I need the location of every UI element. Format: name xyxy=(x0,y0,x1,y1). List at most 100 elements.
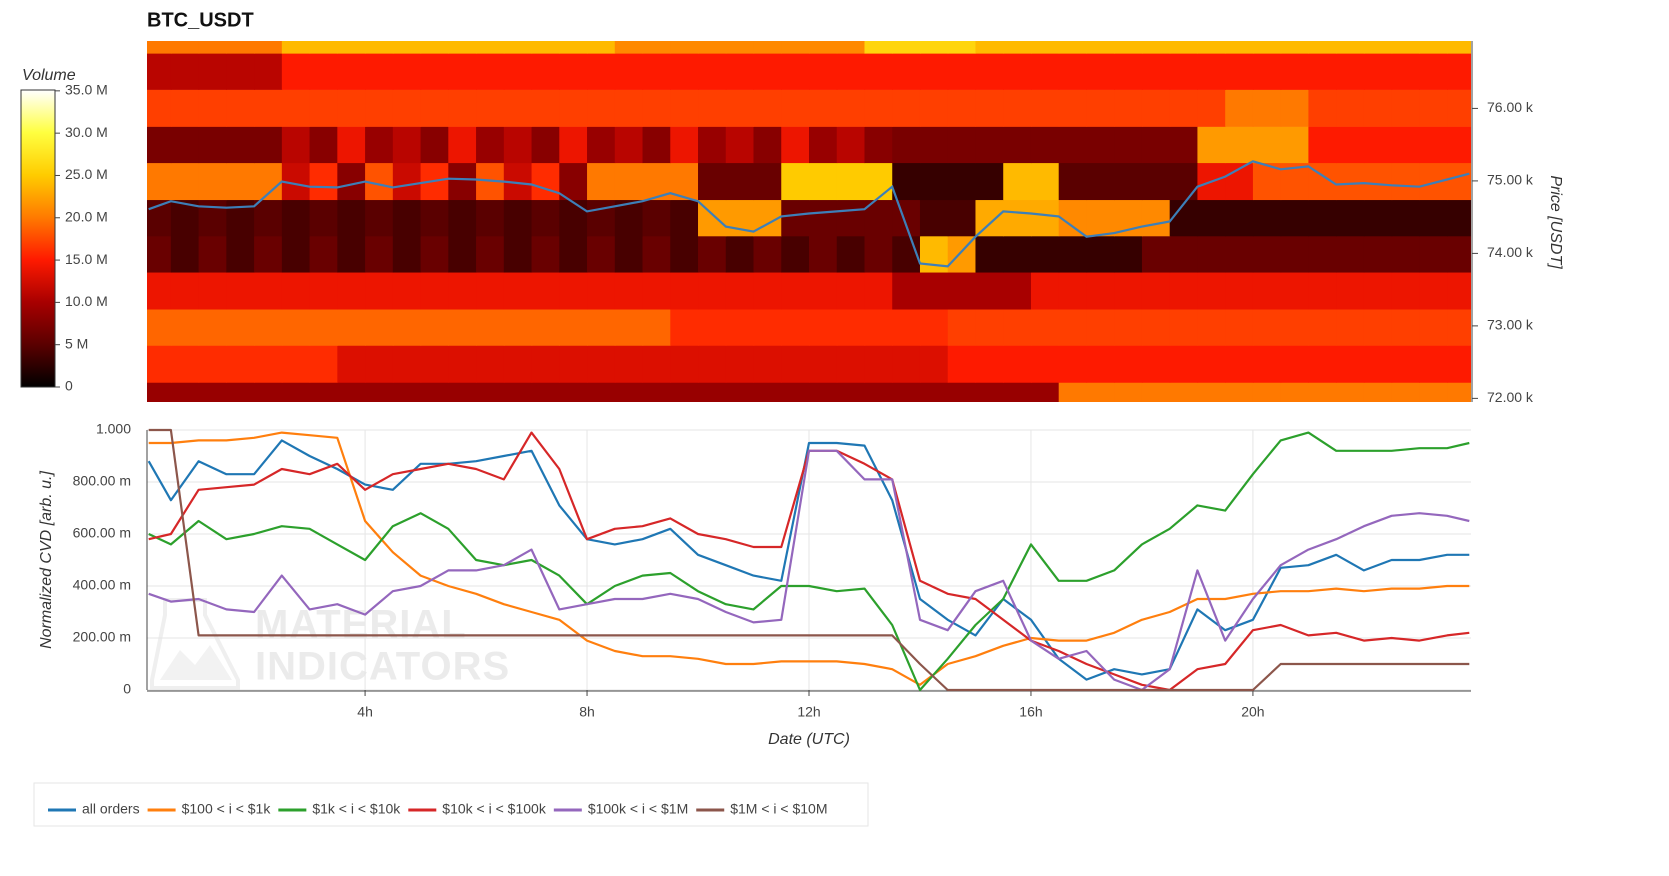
heatmap-cell xyxy=(919,162,949,201)
heatmap-cell xyxy=(1280,272,1310,310)
heatmap-cell xyxy=(1114,53,1143,90)
heatmap-cell xyxy=(725,89,755,127)
heatmap-cell xyxy=(1114,126,1143,164)
heatmap-cell xyxy=(1058,126,1088,164)
heatmap-cell xyxy=(809,199,838,237)
heatmap-cell xyxy=(198,345,227,383)
heatmap-cell xyxy=(892,345,921,383)
heatmap-cell xyxy=(1419,272,1448,310)
heatmap-cell xyxy=(919,53,949,90)
heatmap-cell xyxy=(614,53,644,90)
heatmap-cell xyxy=(503,345,533,383)
heatmap-cell xyxy=(170,53,200,90)
heatmap-cell xyxy=(420,309,449,346)
heatmap-cell xyxy=(1391,41,1420,54)
heatmap-cell xyxy=(281,53,311,90)
heatmap-cell xyxy=(892,199,921,237)
heatmap-cell xyxy=(1141,89,1171,127)
heatmap-cell xyxy=(503,272,533,310)
heatmap-cell xyxy=(476,41,505,54)
series-line xyxy=(147,439,1470,681)
heatmap-cell xyxy=(503,126,533,164)
heatmap-cell xyxy=(670,126,699,164)
heatmap-cell xyxy=(919,41,949,54)
heatmap-cell xyxy=(1280,199,1310,237)
heatmap-cell xyxy=(1363,162,1393,201)
legend-label: $1M < i < $10M xyxy=(730,801,827,817)
heatmap-cell xyxy=(725,53,755,90)
heatmap-cell xyxy=(1086,272,1115,310)
heatmap-cell xyxy=(392,89,422,127)
heatmap-cell xyxy=(975,309,1004,346)
heatmap-cell xyxy=(781,53,810,90)
heatmap-cell xyxy=(698,53,727,90)
heatmap-cell xyxy=(809,53,838,90)
heatmap-cell xyxy=(1030,382,1060,402)
heatmap-cell xyxy=(614,272,644,310)
heatmap-cell xyxy=(864,309,893,346)
heatmap-cell xyxy=(1030,199,1060,237)
heatmap-cell xyxy=(1363,309,1393,346)
heatmap-cell xyxy=(809,235,838,273)
heatmap-cell xyxy=(1308,53,1337,90)
heatmap-cell xyxy=(170,309,200,346)
heatmap-cell xyxy=(337,309,366,346)
heatmap-cell xyxy=(559,89,588,127)
heatmap-cell xyxy=(642,41,671,54)
legend-label: $100k < i < $1M xyxy=(588,801,688,817)
heatmap-cell xyxy=(1280,345,1310,383)
heatmap-cell xyxy=(281,41,311,54)
heatmap-cell xyxy=(1169,345,1199,383)
heatmap-cell xyxy=(1363,235,1393,273)
heatmap-cell xyxy=(864,53,893,90)
heatmap-cell xyxy=(448,235,477,273)
heatmap-cell xyxy=(698,89,727,127)
heatmap-cell xyxy=(448,162,477,201)
heatmap-cell xyxy=(1114,162,1143,201)
heatmap-cell xyxy=(1030,235,1060,273)
heatmap-cell xyxy=(170,126,200,164)
heatmap-cell xyxy=(642,235,671,273)
heatmap-cell xyxy=(147,272,172,310)
heatmap-cell xyxy=(365,345,394,383)
heatmap-cell xyxy=(698,382,727,402)
heatmap-cell xyxy=(809,309,838,346)
heatmap-cell xyxy=(1280,41,1310,54)
y-tick-label: 74.00 k xyxy=(1487,244,1534,260)
heatmap-cell xyxy=(1169,89,1199,127)
heatmap-cell xyxy=(919,272,949,310)
heatmap-cell xyxy=(670,53,699,90)
heatmap-cell xyxy=(170,235,200,273)
heatmap-cell xyxy=(1391,53,1420,90)
colorbar-tick-label: 30.0 M xyxy=(65,124,108,140)
heatmap-cell xyxy=(1058,345,1088,383)
heatmap-cell xyxy=(476,272,505,310)
heatmap-cell xyxy=(975,89,1004,127)
heatmap-cell xyxy=(1141,162,1171,201)
heatmap-cell xyxy=(1086,382,1115,402)
heatmap-cell xyxy=(198,272,227,310)
heatmap-cell xyxy=(919,199,949,237)
heatmap-cell xyxy=(670,382,699,402)
y-tick-label: 72.00 k xyxy=(1487,389,1534,405)
heatmap-cell xyxy=(476,382,505,402)
heatmap-cell xyxy=(1391,272,1420,310)
heatmap-cell xyxy=(309,53,338,90)
heatmap-cell xyxy=(864,272,893,310)
heatmap-cell xyxy=(864,41,893,54)
heatmap-cell xyxy=(254,89,283,127)
heatmap-cell xyxy=(1336,162,1365,201)
heatmap-cell xyxy=(420,382,449,402)
heatmap-cell xyxy=(1419,235,1448,273)
heatmap-cell xyxy=(1419,345,1448,383)
heatmap-cell xyxy=(392,382,422,402)
heatmap-cell xyxy=(587,53,616,90)
heatmap-cell xyxy=(147,382,172,402)
heatmap-cell xyxy=(147,41,172,54)
heatmap-cell xyxy=(365,309,394,346)
heatmap-cell xyxy=(254,235,283,273)
heatmap-cell xyxy=(725,345,755,383)
heatmap-cell xyxy=(809,126,838,164)
heatmap-cell xyxy=(1225,309,1254,346)
